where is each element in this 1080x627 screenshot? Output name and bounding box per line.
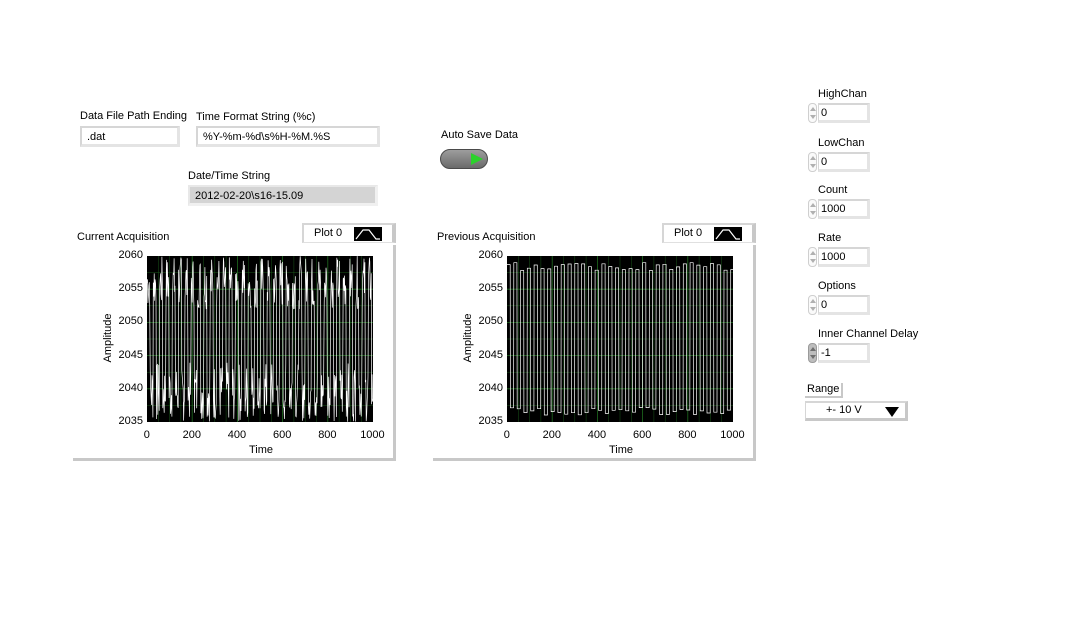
current-acquisition-graph: [73, 245, 396, 461]
options-label: Options: [818, 280, 856, 292]
lowchan-value[interactable]: 0: [818, 152, 870, 172]
y-tick-label: 2040: [478, 381, 503, 394]
led-on-icon: [471, 153, 483, 165]
legend-plot-0-label: Plot 0: [674, 227, 703, 239]
dropdown-arrow-icon[interactable]: [885, 407, 899, 417]
rate-label: Rate: [818, 232, 842, 244]
y-axis-title: Amplitude: [462, 313, 474, 363]
y-tick-label: 2045: [478, 348, 503, 361]
previous-acquisition-legend[interactable]: Plot 0: [662, 223, 756, 243]
y-tick-label: 2045: [118, 348, 143, 361]
y-tick-label: 2060: [478, 249, 503, 261]
increment-decrement-icon[interactable]: [808, 295, 817, 315]
current-acquisition-legend[interactable]: Plot 0: [302, 223, 396, 243]
current-acquisition-title: Current Acquisition: [77, 231, 170, 243]
time-format-string-field[interactable]: %Y-%m-%d\s%H-%M.%S: [196, 126, 380, 147]
y-tick-label: 2035: [478, 415, 503, 427]
x-tick-label: 400: [587, 429, 607, 441]
x-tick-label: 1000: [360, 429, 385, 441]
increment-decrement-icon[interactable]: [808, 199, 817, 219]
x-tick-label: 200: [182, 429, 201, 441]
legend-plot-0-swatch-icon: [354, 227, 382, 241]
increment-decrement-icon[interactable]: [808, 343, 817, 363]
current-acquisition-plot-area[interactable]: [147, 256, 373, 422]
range-selector[interactable]: +- 10 V: [805, 401, 908, 421]
rate-value[interactable]: 1000: [818, 247, 870, 267]
increment-decrement-icon[interactable]: [808, 152, 817, 172]
y-tick-label: 2040: [118, 381, 143, 394]
x-tick-label: 1000: [720, 429, 745, 441]
previous-acquisition-title: Previous Acquisition: [437, 231, 536, 243]
y-axis-title: Amplitude: [102, 313, 114, 363]
x-tick-label: 0: [143, 429, 150, 441]
x-axis-title: Time: [249, 444, 274, 456]
inner-channel-delay-value[interactable]: -1: [818, 343, 870, 363]
date-time-string-indicator: 2012-02-20\s16-15.09: [188, 185, 378, 206]
x-tick-label: 800: [678, 429, 697, 441]
y-tick-label: 2050: [478, 315, 503, 328]
count-value[interactable]: 1000: [818, 199, 870, 219]
range-label: Range: [805, 383, 844, 398]
previous-acquisition-graph: [433, 245, 756, 461]
auto-save-data-toggle[interactable]: [440, 149, 488, 169]
legend-plot-0-label: Plot 0: [314, 227, 343, 239]
series-plot-0-line: [147, 256, 373, 422]
auto-save-data-label: Auto Save Data: [441, 129, 519, 141]
y-tick-label: 2055: [118, 282, 143, 295]
options-value[interactable]: 0: [818, 295, 870, 315]
y-tick-label: 2050: [118, 315, 143, 328]
y-tick-label: 2035: [118, 415, 143, 427]
x-tick-label: 0: [503, 429, 510, 441]
lowchan-label: LowChan: [818, 137, 865, 149]
x-tick-label: 600: [273, 429, 292, 441]
increment-decrement-icon[interactable]: [808, 103, 817, 123]
data-file-path-ending-field[interactable]: .dat: [80, 126, 180, 147]
x-tick-label: 200: [542, 429, 561, 441]
highchan-label: HighChan: [818, 88, 867, 100]
series-plot-0-line: [507, 262, 733, 416]
x-tick-label: 600: [633, 429, 652, 441]
highchan-value[interactable]: 0: [818, 103, 870, 123]
x-tick-label: 800: [318, 429, 337, 441]
x-tick-label: 400: [227, 429, 247, 441]
x-axis-title: Time: [609, 444, 634, 456]
legend-plot-0-swatch-icon: [714, 227, 742, 241]
range-value: +- 10 V: [826, 404, 862, 416]
y-tick-label: 2060: [118, 249, 143, 261]
data-file-path-ending-label: Data File Path Ending: [80, 110, 188, 122]
previous-acquisition-plot-area[interactable]: [507, 256, 733, 422]
increment-decrement-icon[interactable]: [808, 247, 817, 267]
count-label: Count: [818, 184, 848, 196]
time-format-string-label: Time Format String (%c): [196, 111, 316, 123]
inner-channel-delay-label: Inner Channel Delay: [818, 328, 919, 340]
date-time-string-label: Date/Time String: [188, 170, 271, 182]
y-tick-label: 2055: [478, 282, 503, 295]
